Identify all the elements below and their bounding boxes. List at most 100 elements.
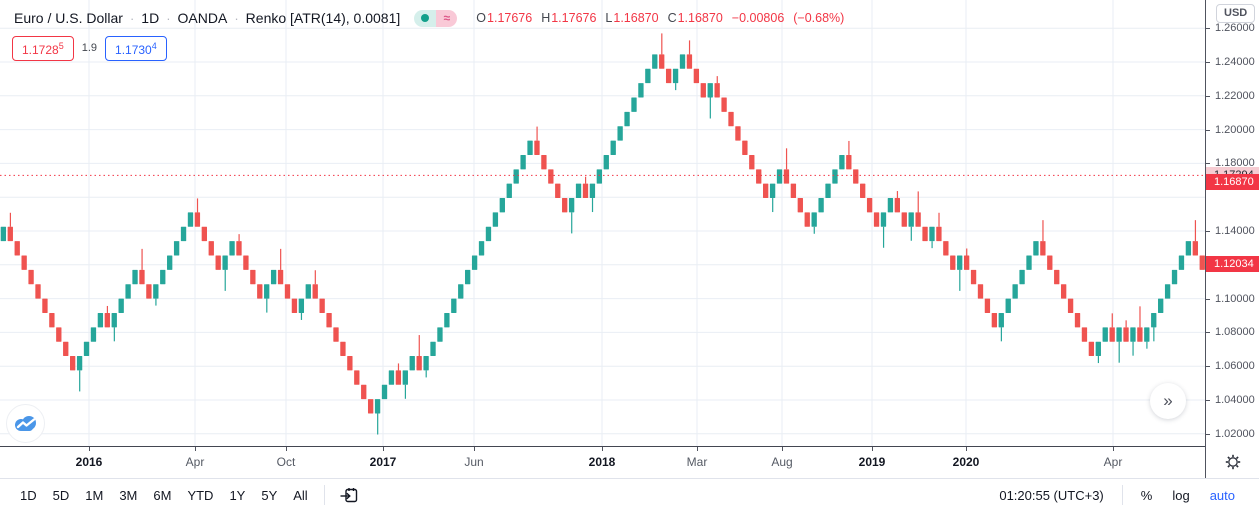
renko-brick-down	[846, 154, 852, 170]
renko-brick-down	[700, 83, 706, 98]
double-chevron-right-icon: »	[1163, 391, 1173, 410]
renko-brick-up	[222, 255, 228, 270]
log-scale-button[interactable]: log	[1172, 487, 1190, 503]
change-percent: (−0.68%)	[793, 11, 845, 25]
renko-brick-up	[672, 68, 679, 84]
renko-brick-up	[506, 183, 512, 199]
renko-brick-down	[42, 298, 48, 313]
show-toolbar-button[interactable]: »	[1150, 383, 1186, 419]
renko-brick-down	[201, 226, 207, 242]
renko-brick-down	[250, 269, 256, 285]
range-button-5D[interactable]: 5D	[52, 487, 70, 503]
renko-brick-down	[1199, 255, 1205, 270]
approx-data-icon[interactable]: ≈	[436, 9, 458, 27]
renko-brick-up	[430, 341, 436, 357]
renko-brick-up	[776, 169, 783, 184]
renko-brick-up	[769, 183, 776, 199]
renko-brick-up	[471, 255, 478, 270]
range-button-YTD[interactable]: YTD	[187, 487, 214, 503]
price-tick	[1206, 298, 1210, 300]
renko-brick-down	[257, 284, 263, 299]
symbol-title[interactable]: Euro / U.S. Dollar	[14, 10, 123, 26]
renko-brick-down	[347, 356, 353, 371]
renko-brick-down	[1074, 312, 1081, 328]
time-axis[interactable]: 2016 Apr Oct 2017 Jun 2018 Mar Aug 2019 2020 Apr	[0, 446, 1205, 478]
percent-scale-button[interactable]: %	[1140, 487, 1153, 503]
renko-brick-up	[603, 154, 609, 170]
price-axis-label: 1.06000	[1215, 360, 1255, 373]
high-label: H	[541, 11, 551, 25]
renko-brick-up	[832, 169, 838, 184]
renko-brick-down	[1088, 341, 1095, 357]
auto-scale-button[interactable]: auto	[1209, 487, 1235, 503]
close-value: 1.16870	[677, 11, 723, 25]
price-badge: 1.16870	[1206, 174, 1259, 191]
range-button-6M[interactable]: 6M	[153, 487, 172, 503]
range-button-1M[interactable]: 1M	[85, 487, 104, 503]
bottom-toolbar: 1D 5D 1M 3M 6M YTD 1Y 5Y All 01:20:55 (UTC+3) % …	[0, 478, 1259, 511]
renko-brick-down	[104, 312, 110, 328]
renko-brick-up	[187, 212, 194, 227]
go-to-date-button[interactable]	[333, 483, 365, 507]
renko-brick-down	[984, 298, 991, 313]
renko-brick-up	[825, 183, 831, 199]
renko-brick-down	[714, 83, 720, 98]
renko-brick-up	[229, 241, 235, 256]
range-button-3M[interactable]: 3M	[119, 487, 138, 503]
time-axis-label: 2016	[75, 455, 103, 469]
renko-brick-up	[1026, 255, 1032, 270]
status-pills[interactable]: ≈	[414, 9, 458, 27]
range-button-5Y[interactable]: 5Y	[261, 487, 278, 503]
renko-brick-up	[167, 255, 173, 270]
exchange-label[interactable]: OANDA	[177, 10, 228, 26]
renko-brick-down	[756, 169, 762, 184]
renko-brick-up	[589, 183, 596, 199]
renko-brick-down	[936, 226, 942, 242]
renko-brick-up	[880, 212, 887, 227]
range-button-1D[interactable]: 1D	[20, 487, 37, 503]
renko-brick-down	[319, 298, 325, 313]
renko-brick-down	[783, 169, 790, 184]
price-axis-label: 1.14000	[1215, 225, 1255, 237]
renko-brick-down	[860, 183, 866, 199]
renko-brick-down	[367, 399, 374, 414]
data-status-dot-icon[interactable]	[414, 9, 437, 27]
renko-brick-up	[575, 183, 582, 199]
renko-brick-down	[915, 212, 921, 227]
clock[interactable]: 01:20:55 (UTC+3)	[999, 487, 1104, 503]
renko-brick-up	[173, 241, 180, 256]
price-axis[interactable]: 1.26000 1.24000 1.22000 1.20000 1.18000 1.140…	[1205, 0, 1259, 446]
time-tick	[602, 447, 603, 451]
renko-brick-down	[665, 68, 672, 84]
renko-brick-down	[395, 370, 402, 385]
renko-brick-down	[291, 298, 298, 313]
buy-button[interactable]: 1.17304	[105, 35, 167, 61]
renko-brick-down	[582, 183, 589, 199]
renko-brick-up	[1164, 284, 1171, 299]
renko-brick-up	[1130, 327, 1136, 342]
chart-style-label[interactable]: Renko [ATR(14), 0.0081]	[245, 10, 401, 26]
interval-label[interactable]: 1D	[141, 10, 160, 26]
renko-brick-down	[1123, 327, 1129, 342]
renko-brick-down	[894, 198, 900, 213]
range-button-1Y[interactable]: 1Y	[229, 487, 246, 503]
broker-logo[interactable]	[6, 404, 45, 443]
renko-brick-up	[679, 54, 686, 69]
renko-brick-up	[153, 284, 159, 299]
sell-button[interactable]: 1.17285	[12, 35, 74, 61]
renko-brick-down	[541, 154, 547, 170]
renko-brick-up	[638, 83, 644, 98]
currency-unit-button[interactable]: USD	[1216, 4, 1256, 23]
chart-canvas[interactable]	[0, 0, 1205, 446]
time-axis-label: 2017	[369, 455, 397, 469]
renko-brick-down	[284, 284, 291, 299]
renko-brick-down	[742, 140, 748, 155]
renko-brick-down	[728, 111, 734, 127]
renko-brick-down	[555, 183, 561, 199]
range-buttons: 1D 5D 1M 3M 6M YTD 1Y 5Y All	[0, 484, 316, 507]
range-button-All[interactable]: All	[293, 487, 308, 503]
renko-brick-down	[950, 255, 956, 270]
price-tick	[1206, 95, 1210, 97]
toolbar-right: 01:20:55 (UTC+3) % log auto	[999, 484, 1259, 507]
axis-settings-button[interactable]	[1205, 446, 1259, 478]
